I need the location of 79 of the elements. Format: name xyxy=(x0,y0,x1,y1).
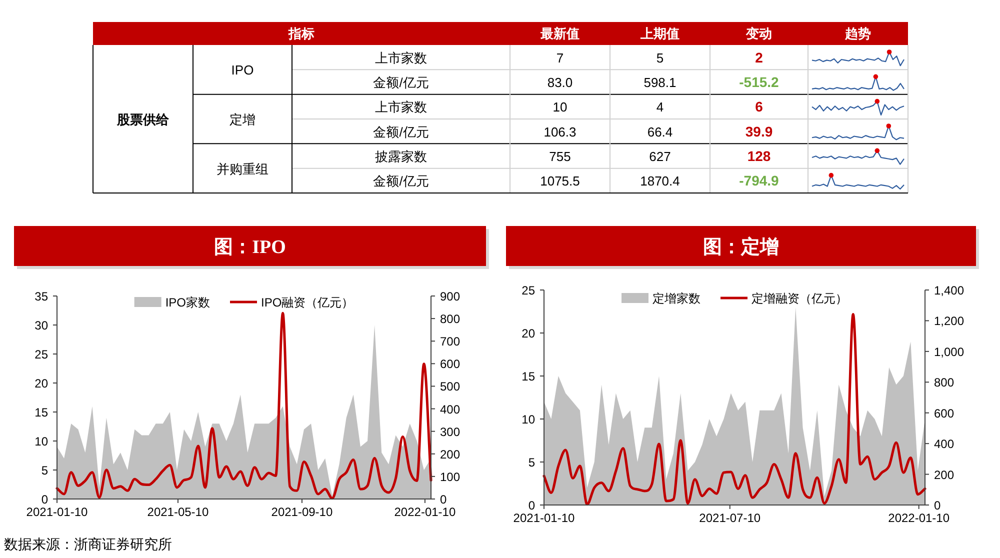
text: 金额/亿元 xyxy=(373,75,429,90)
y-tick-label: 10 xyxy=(34,434,48,448)
legend-label: 定增家数 xyxy=(652,292,700,306)
y2-tick-label: 900 xyxy=(440,290,460,304)
text: 627 xyxy=(649,149,671,164)
y2-tick-label: 200 xyxy=(934,468,954,482)
y-tick-label: 15 xyxy=(34,406,48,420)
text: 金额/亿元 xyxy=(373,124,429,140)
chart-title: 图：定增 xyxy=(703,236,779,258)
x-tick-label: 2021-07-10 xyxy=(699,511,761,525)
category-label: 上期值 xyxy=(640,26,680,41)
legend-label: IPO融资（亿元） xyxy=(261,296,354,310)
y2-tick-label: 1,200 xyxy=(934,314,964,328)
text: 5 xyxy=(656,50,664,66)
text: 106.3 xyxy=(544,124,576,140)
text: -515.2 xyxy=(739,74,779,90)
text: 83.0 xyxy=(547,75,573,90)
legend-label: IPO家数 xyxy=(165,296,210,310)
source-note: 数据来源：浙商证券研究所 xyxy=(4,536,172,552)
x-tick-label: 2021-09-10 xyxy=(271,505,333,519)
y2-tick-label: 500 xyxy=(440,380,460,394)
y2-tick-label: 400 xyxy=(440,402,460,416)
y2-tick-label: 1,000 xyxy=(934,344,964,359)
y-tick-label: 25 xyxy=(34,348,48,362)
legend-label: 定增融资（亿元） xyxy=(752,292,848,306)
y2-tick-label: 0 xyxy=(934,498,941,512)
category-label: 最新值 xyxy=(540,26,580,41)
text: -794.9 xyxy=(739,172,779,189)
y-tick-label: 20 xyxy=(34,376,48,390)
text: 上市家数 xyxy=(375,100,427,115)
text: 598.1 xyxy=(644,75,676,90)
text: 披露家数 xyxy=(375,149,427,164)
y-tick-label: 15 xyxy=(522,370,536,384)
x-tick-label: 2022-01-10 xyxy=(888,511,950,525)
y2-tick-label: 800 xyxy=(934,376,954,390)
category-label: 趋势 xyxy=(844,26,871,41)
text: 并购重组 xyxy=(216,161,268,176)
y2-tick-label: 600 xyxy=(440,357,460,372)
y-tick-label: 0 xyxy=(528,498,536,512)
text: 66.4 xyxy=(647,124,673,140)
y-tick-label: 10 xyxy=(522,412,536,426)
y2-tick-label: 800 xyxy=(440,312,460,326)
x-tick-label: 2021-05-10 xyxy=(147,505,209,519)
y2-tick-label: 600 xyxy=(934,406,954,420)
y-tick-label: 30 xyxy=(34,318,48,332)
text: 金额/亿元 xyxy=(373,174,429,189)
text: 7 xyxy=(556,50,564,66)
text: 定增 xyxy=(230,112,256,127)
x-tick-label: 2021-01-10 xyxy=(513,511,576,525)
y-tick-label: 25 xyxy=(522,284,536,298)
text: 上市家数 xyxy=(375,50,427,66)
category-label: 指标 xyxy=(288,26,314,41)
y-tick-label: 35 xyxy=(34,290,48,304)
y2-tick-label: 200 xyxy=(440,447,460,462)
y-tick-label: 20 xyxy=(522,326,536,340)
x-tick-label: 2021-01-10 xyxy=(26,505,88,519)
chart-title: 图：IPO xyxy=(214,237,286,258)
y-tick-label: 5 xyxy=(41,464,48,478)
text: 10 xyxy=(552,100,568,115)
text: 4 xyxy=(656,100,664,115)
x-tick-label: 2022-01-10 xyxy=(394,505,456,519)
category-label: 变动 xyxy=(745,26,772,41)
text: 1870.4 xyxy=(640,174,680,189)
text: 755 xyxy=(549,149,571,164)
text: 128 xyxy=(747,148,771,164)
y2-tick-label: 300 xyxy=(440,424,460,439)
y2-tick-label: 0 xyxy=(440,492,447,506)
y-tick-label: 5 xyxy=(528,456,536,470)
y-tick-label: 0 xyxy=(41,492,48,506)
y2-tick-label: 700 xyxy=(440,334,460,349)
y2-tick-label: 1,400 xyxy=(934,284,964,298)
text: 39.9 xyxy=(745,123,773,140)
y2-tick-label: 400 xyxy=(934,437,954,452)
text: 2 xyxy=(755,49,763,66)
y2-tick-label: 100 xyxy=(440,470,460,484)
text: IPO xyxy=(231,62,254,78)
text: 1075.5 xyxy=(540,174,580,189)
text: 股票供给 xyxy=(117,112,169,127)
text: 6 xyxy=(755,98,763,115)
